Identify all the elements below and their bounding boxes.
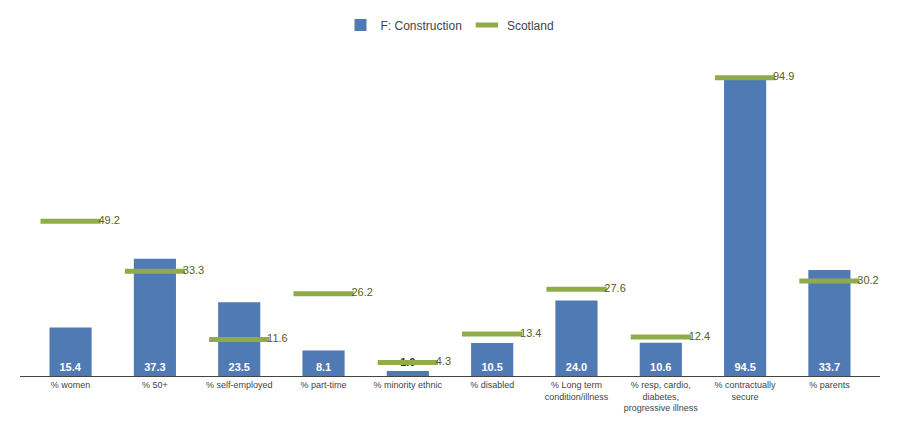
svg-text:1.6: 1.6 [400,356,415,368]
svg-text:13.4: 13.4 [520,327,541,339]
svg-text:94.9: 94.9 [773,70,794,82]
svg-text:% Long termcondition/illness: % Long termcondition/illness [545,380,609,402]
svg-text:% minority ethnic: % minority ethnic [374,380,443,390]
svg-text:10.6: 10.6 [650,361,671,373]
svg-text:49.2: 49.2 [98,214,119,226]
svg-text:24.0: 24.0 [566,361,587,373]
svg-text:% contractuallysecure: % contractuallysecure [715,380,777,402]
svg-text:37.3: 37.3 [144,361,165,373]
svg-text:94.5: 94.5 [734,361,755,373]
svg-text:10.5: 10.5 [481,361,502,373]
svg-text:4.3: 4.3 [436,355,451,367]
svg-text:% resp, cardio,diabetes,progre: % resp, cardio,diabetes,progressive illn… [624,380,699,413]
svg-text:23.5: 23.5 [229,361,250,373]
svg-text:11.6: 11.6 [267,332,288,344]
svg-text:27.6: 27.6 [604,282,625,294]
svg-text:33.3: 33.3 [183,264,204,276]
svg-text:% self-employed: % self-employed [206,380,273,390]
svg-text:% parents: % parents [809,380,850,390]
svg-text:30.2: 30.2 [857,274,878,286]
svg-text:% 50+: % 50+ [142,380,168,390]
svg-text:% disabled: % disabled [470,380,514,390]
svg-text:15.4: 15.4 [59,361,81,373]
svg-text:% part-time: % part-time [301,380,347,390]
svg-text:26.2: 26.2 [351,286,372,298]
svg-text:% women: % women [51,380,91,390]
svg-text:F: Construction: F: Construction [381,19,462,33]
svg-text:12.4: 12.4 [689,330,710,342]
svg-text:Scotland: Scotland [507,19,554,33]
svg-text:33.7: 33.7 [819,361,840,373]
svg-text:8.1: 8.1 [316,361,331,373]
